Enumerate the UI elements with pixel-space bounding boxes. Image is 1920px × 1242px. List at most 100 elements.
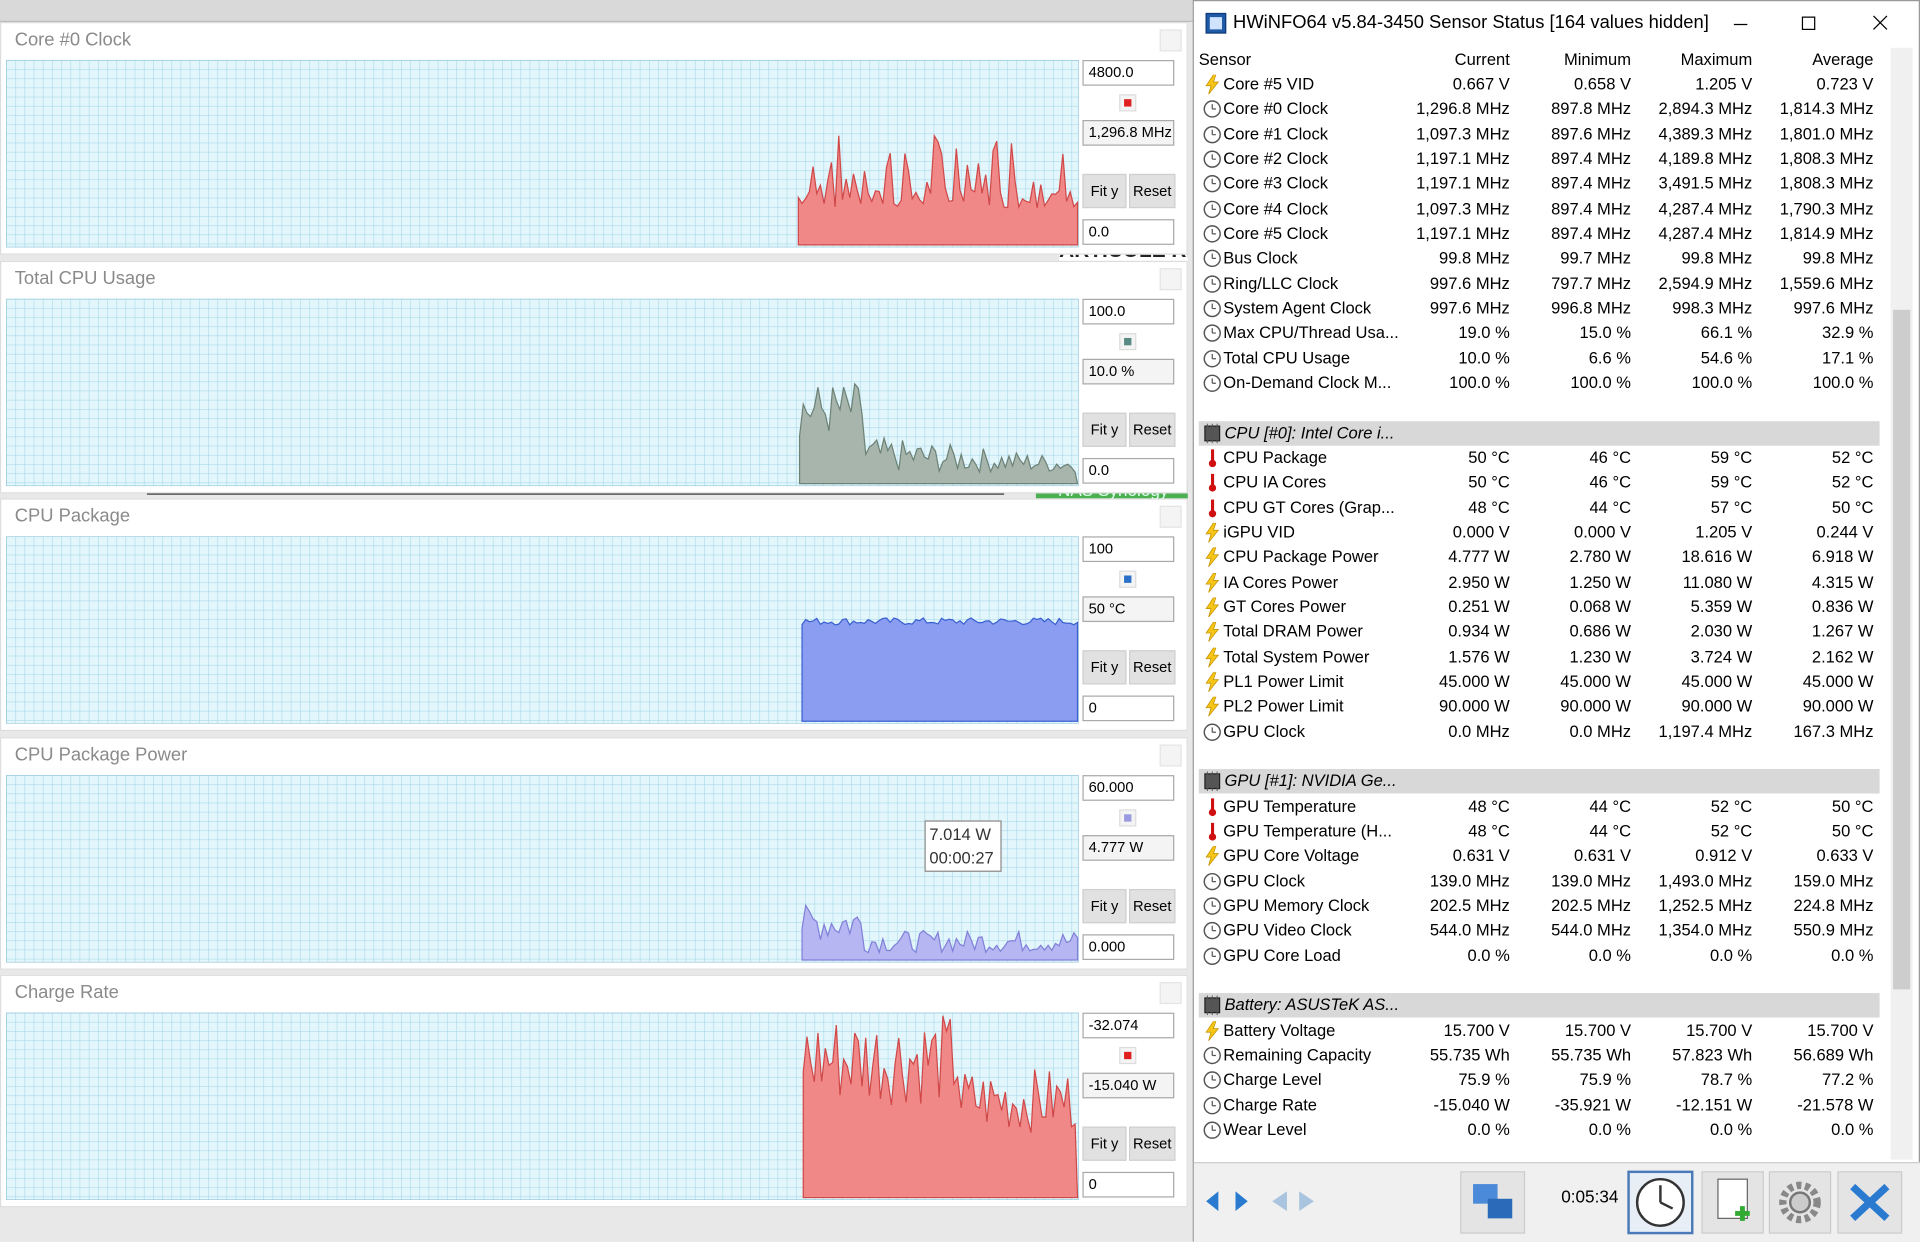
sensor-icon [1203, 947, 1221, 965]
sensor-value: 202.5 MHz [1551, 896, 1632, 915]
sensor-value: 0.723 V [1816, 74, 1874, 94]
sensor-name: PL1 Power Limit [1223, 672, 1344, 691]
sensor-value: 997.6 MHz [1429, 273, 1510, 293]
graph-trace [798, 381, 1079, 484]
sensor-value: 15.700 V [1443, 1020, 1510, 1040]
graph-pane: Charge Rate -32.074 -15.040 W Fit y Reset 0 [0, 974, 1188, 1208]
sensor-value: 0.0 MHz [1448, 721, 1510, 741]
sensor-name: Battery Voltage [1223, 1020, 1336, 1040]
sensor-value: 0.631 V [1574, 846, 1632, 865]
sensor-name: GT Cores Power [1223, 597, 1347, 616]
sensor-value: 797.7 MHz [1551, 273, 1632, 293]
sensor-value: 0.0 % [1831, 945, 1874, 965]
clock-hands [1211, 726, 1216, 733]
clock-hands [1211, 1125, 1216, 1131]
reset-button[interactable]: Reset [1128, 412, 1176, 447]
sensor-value: 3,491.5 MHz [1658, 174, 1753, 193]
clock-hands [1211, 950, 1216, 957]
sensor-icon [1203, 349, 1221, 368]
sensor-value: 78.7 % [1700, 1070, 1753, 1089]
sensor-value: 0.0 % [1588, 945, 1632, 965]
gear-center [1788, 1191, 1812, 1214]
sensor-value: 1.267 W [1811, 622, 1874, 641]
sensor-name: GPU Core Voltage [1223, 846, 1360, 865]
sensor-name: Total CPU Usage [1223, 348, 1351, 367]
fit-button[interactable]: Fit y [1082, 412, 1127, 447]
window-controls [1733, 15, 1888, 31]
close-button[interactable] [1159, 267, 1182, 290]
sensor-value: 50 °C [1468, 448, 1510, 467]
sensor-value: 45.000 W [1681, 672, 1753, 691]
sensor-value: 4,389.3 MHz [1658, 124, 1753, 143]
sensor-value: 32.9 % [1822, 323, 1874, 342]
sensor-value: 0.0 % [1709, 1120, 1753, 1139]
sensor-value: 2.950 W [1448, 572, 1510, 591]
tooltip-line: 7.014 W [929, 824, 991, 844]
color-swatch[interactable] [1119, 808, 1137, 826]
sensor-value: 10.0 % [1458, 348, 1510, 367]
sensor-value: 15.700 V [1686, 1020, 1753, 1040]
sensor-value: -35.921 W [1554, 1095, 1632, 1114]
sensor-value: 0.912 V [1695, 846, 1753, 865]
reset-button[interactable]: Reset [1128, 1126, 1176, 1161]
sensor-value: 6.918 W [1811, 547, 1874, 567]
close-button[interactable] [1159, 743, 1182, 766]
close-button[interactable] [1159, 29, 1182, 52]
sensor-icon [1208, 797, 1217, 816]
sensor-value: 3.724 W [1690, 647, 1753, 666]
sensor-value: 897.4 MHz [1551, 149, 1632, 168]
clock-hands [1211, 179, 1216, 185]
sensor-value: 1,559.6 MHz [1779, 273, 1874, 293]
color-swatch[interactable] [1119, 1046, 1137, 1065]
sensor-value: 66.1 % [1700, 323, 1753, 342]
close-icon [1873, 15, 1888, 30]
sensor-name: Charge Level [1223, 1070, 1322, 1089]
tooltip-line: 00:00:27 [929, 847, 994, 867]
min-field: 0 [1082, 1171, 1175, 1198]
fit-button[interactable]: Fit y [1082, 650, 1127, 685]
color-swatch[interactable] [1119, 570, 1137, 588]
sensor-icon [1205, 697, 1220, 717]
reset-button[interactable]: Reset [1128, 888, 1176, 923]
fit-button[interactable]: Fit y [1082, 173, 1127, 209]
color-swatch[interactable] [1119, 332, 1137, 350]
reset-button[interactable]: Reset [1128, 650, 1176, 685]
sensor-value: 56.689 Wh [1793, 1045, 1874, 1064]
graph-pane: CPU Package 100 50 °C Fit y Reset 0 [0, 498, 1188, 732]
sensor-value: 997.6 MHz [1793, 298, 1874, 318]
sensor-value: 139.0 MHz [1551, 871, 1632, 890]
fit-button[interactable]: Fit y [1082, 1126, 1127, 1161]
sensor-icon [1203, 150, 1221, 168]
sensor-value: 44 °C [1589, 821, 1632, 840]
sensor-icon [1205, 647, 1220, 667]
clock-hands [1211, 228, 1216, 235]
sensor-name: IA Cores Power [1223, 572, 1339, 591]
color-swatch[interactable] [1119, 94, 1137, 112]
sensor-icon [1205, 1020, 1220, 1041]
sensor-icon [1205, 547, 1220, 568]
sensor-value: 1,790.3 MHz [1779, 199, 1874, 218]
voltage-icon [1205, 572, 1220, 593]
sensor-value: 2.780 W [1569, 547, 1632, 567]
sensor-value: 99.7 MHz [1560, 248, 1632, 268]
fit-button[interactable]: Fit y [1082, 888, 1127, 923]
sensor-value: 1,814.9 MHz [1779, 224, 1874, 243]
voltage-icon [1205, 74, 1220, 95]
scroll-thumb[interactable] [1893, 309, 1911, 990]
sensor-value: 0.0 % [1709, 945, 1753, 965]
sensor-icon [1203, 1121, 1221, 1139]
sensor-name: Core #5 VID [1223, 74, 1315, 94]
close-button[interactable] [1159, 982, 1182, 1005]
clock-hands [1211, 1100, 1216, 1106]
sensor-icon [1203, 200, 1221, 218]
window-title: HWiNFO64 v5.84-3450 Sensor Status [164 v… [1233, 12, 1709, 34]
sensor-value: 15.0 % [1579, 323, 1632, 342]
sensor-value: 1.205 V [1695, 522, 1753, 542]
sensor-value: 55.735 Wh [1429, 1045, 1510, 1064]
close-button[interactable] [1159, 505, 1182, 528]
sensor-icon [1203, 125, 1221, 143]
reset-button[interactable]: Reset [1128, 173, 1176, 209]
sensor-value: 99.8 MHz [1681, 248, 1753, 268]
sensor-value: 1,808.3 MHz [1779, 149, 1874, 168]
sensor-value: 4.777 W [1448, 547, 1510, 567]
